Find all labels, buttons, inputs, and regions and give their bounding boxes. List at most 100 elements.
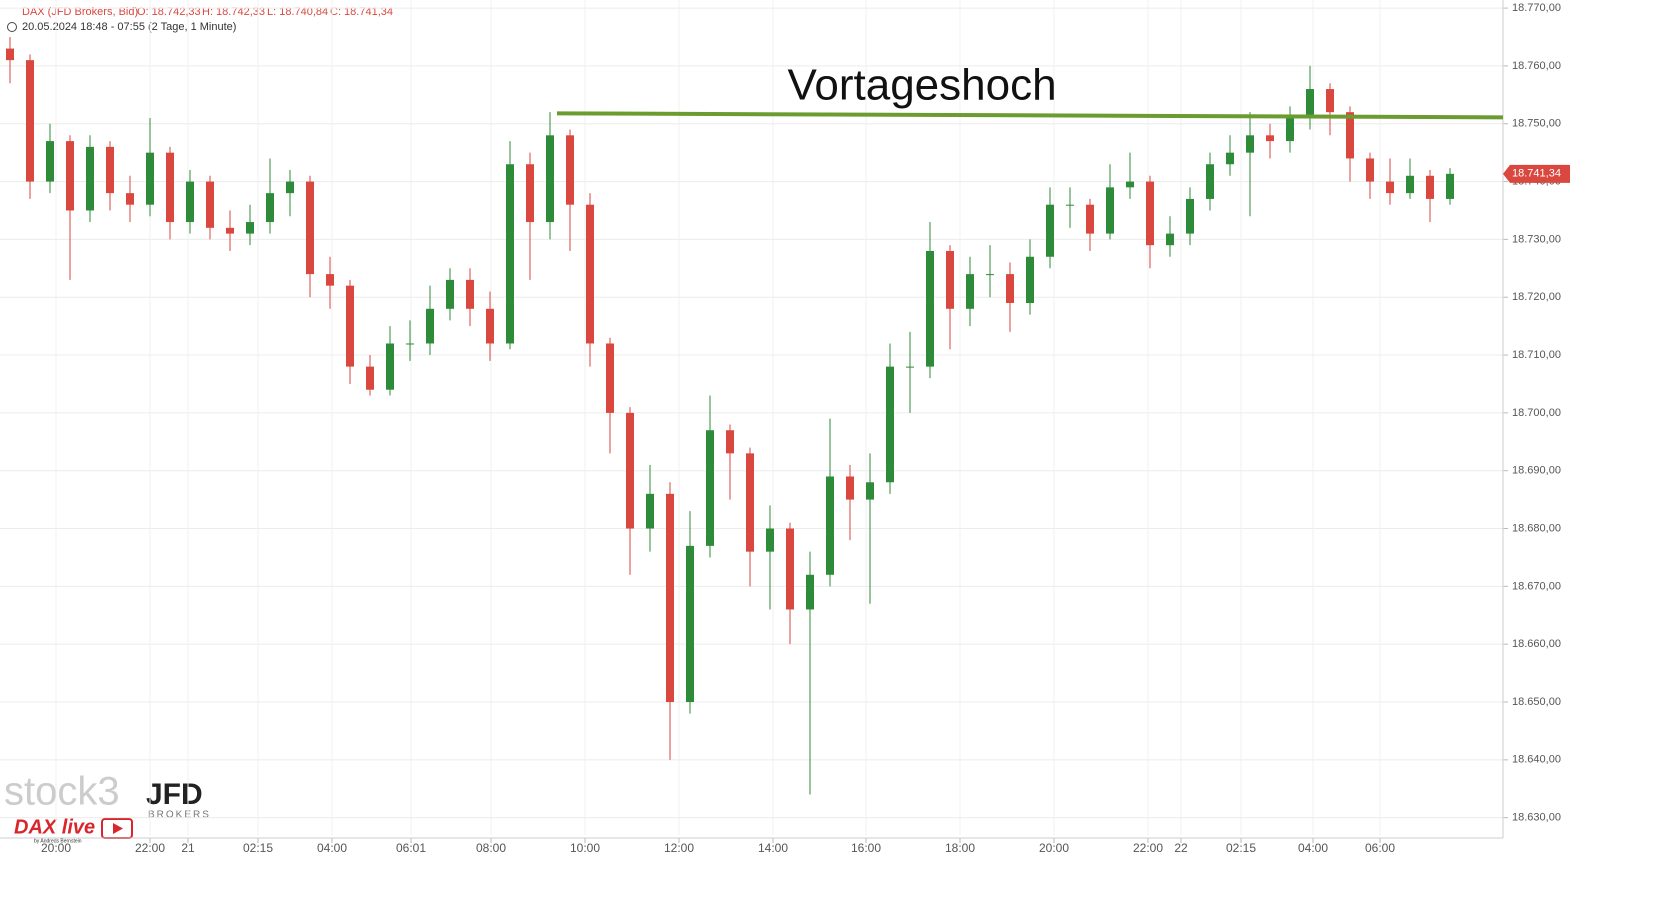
candle-body <box>706 430 714 546</box>
candle-body <box>186 181 194 223</box>
chart-title: DAX (JFD Brokers, Bid) <box>22 6 138 18</box>
candle-body <box>646 493 654 529</box>
candle-body <box>946 250 954 309</box>
y-tick-label: 18.640,00 <box>1512 754 1561 766</box>
y-tick-label: 18.700,00 <box>1512 407 1561 419</box>
candle-body <box>1226 152 1234 165</box>
candle-body <box>106 146 114 194</box>
candle-body <box>1366 158 1374 182</box>
candle-body <box>326 274 334 286</box>
candle-body <box>146 152 154 205</box>
y-tick-label: 18.770,00 <box>1512 2 1561 14</box>
y-tick-label: 18.650,00 <box>1512 696 1561 708</box>
candle-body <box>1406 175 1414 194</box>
candle-body <box>1046 204 1054 257</box>
clock-icon <box>7 22 17 32</box>
candle-body <box>166 152 174 223</box>
logo: stock3 <box>4 770 120 814</box>
x-tick-label: 21 <box>181 841 195 855</box>
candle-body <box>1186 198 1194 234</box>
y-tick-label: 18.670,00 <box>1512 580 1561 592</box>
candle-body <box>1286 117 1294 142</box>
last-price-tag <box>1503 164 1570 183</box>
candle-body <box>806 574 814 610</box>
candle-body <box>366 366 374 390</box>
y-tick-label: 18.730,00 <box>1512 233 1561 245</box>
x-tick-label: 04:00 <box>317 841 347 855</box>
candle-body <box>266 193 274 223</box>
branding: stock3 JFD BROKERS DAX live by Andreas B… <box>4 770 211 845</box>
candle-body <box>466 279 474 309</box>
candle-body <box>1346 112 1354 159</box>
ohlc-close: C: 18.741,34 <box>330 6 393 18</box>
candle-body <box>6 48 14 61</box>
x-tick-label: 06:00 <box>1365 841 1395 855</box>
candle-body <box>786 528 794 610</box>
candle-body <box>306 181 314 275</box>
candle-body <box>1386 181 1394 194</box>
candle-body <box>986 274 994 276</box>
y-tick-label: 18.630,00 <box>1512 812 1561 824</box>
x-tick-label: 08:00 <box>476 841 506 855</box>
x-tick-label: 02:15 <box>1226 841 1256 855</box>
candle-body <box>86 146 94 211</box>
candle-body <box>1106 187 1114 234</box>
candle-body <box>1426 175 1434 199</box>
candle-body <box>1086 204 1094 234</box>
candle-body <box>1446 173 1454 199</box>
x-tick-label: 02:15 <box>243 841 273 855</box>
candle-body <box>606 343 614 413</box>
play-triangle <box>113 823 123 834</box>
x-tick-label: 12:00 <box>664 841 694 855</box>
y-tick-label: 18.750,00 <box>1512 118 1561 130</box>
y-tick-label: 18.680,00 <box>1512 522 1561 534</box>
candle-body <box>406 343 414 345</box>
subtitle: 20.05.2024 18:48 - 07:55 (2 Tage, 1 Minu… <box>22 21 236 33</box>
candle-body <box>726 430 734 454</box>
x-tick-label: 20:00 <box>1039 841 1069 855</box>
header: DAX (JFD Brokers, Bid) O: 18.742,33 H: 1… <box>7 6 393 33</box>
candle-body <box>1006 274 1014 304</box>
candle-body <box>906 366 914 368</box>
x-tick-label: 18:00 <box>945 841 975 855</box>
candle-body <box>1126 181 1134 188</box>
x-tick-label: 16:00 <box>851 841 881 855</box>
candle-body <box>346 285 354 367</box>
candle-body <box>1066 204 1074 206</box>
candle-body <box>46 141 54 182</box>
candle-body <box>746 453 754 552</box>
candle-body <box>586 204 594 344</box>
candle-body <box>826 476 834 575</box>
candle-body <box>686 545 694 703</box>
y-tick-label: 18.660,00 <box>1512 638 1561 650</box>
candle-body <box>506 164 514 344</box>
candle-body <box>66 141 74 211</box>
candle-body <box>26 60 34 182</box>
candle-body <box>766 528 774 552</box>
x-tick-label: 06:01 <box>396 841 426 855</box>
broker-sub: BROKERS <box>148 810 211 821</box>
candle-body <box>426 308 434 344</box>
candle-body <box>846 476 854 500</box>
show-logo: DAX live <box>14 816 95 838</box>
candle-body <box>386 343 394 390</box>
candle-body <box>246 222 254 234</box>
candle-body <box>206 181 214 228</box>
x-tick-label: 10:00 <box>570 841 600 855</box>
candle-body <box>446 279 454 309</box>
ohlc-open: O: 18.742,33 <box>137 6 201 18</box>
candle-body <box>1166 233 1174 246</box>
y-tick-label: 18.760,00 <box>1512 60 1561 72</box>
level-line <box>556 111 1504 120</box>
x-tick-label: 22:00 <box>135 841 165 855</box>
candle-body <box>226 227 234 234</box>
candle-body <box>286 181 294 194</box>
candle-body <box>1266 135 1274 142</box>
candle-body <box>966 274 974 309</box>
x-tick-label: 20:00 <box>41 841 71 855</box>
show-sub: by Andreas Bernstein <box>34 838 82 844</box>
candle-body <box>526 164 534 223</box>
candle-body <box>126 193 134 205</box>
candle-body <box>626 412 634 529</box>
